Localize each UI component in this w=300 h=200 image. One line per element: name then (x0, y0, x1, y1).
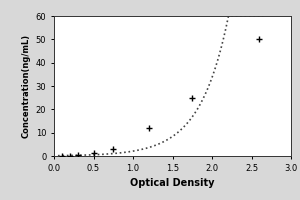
X-axis label: Optical Density: Optical Density (130, 178, 215, 188)
Y-axis label: Concentration(ng/mL): Concentration(ng/mL) (21, 34, 30, 138)
